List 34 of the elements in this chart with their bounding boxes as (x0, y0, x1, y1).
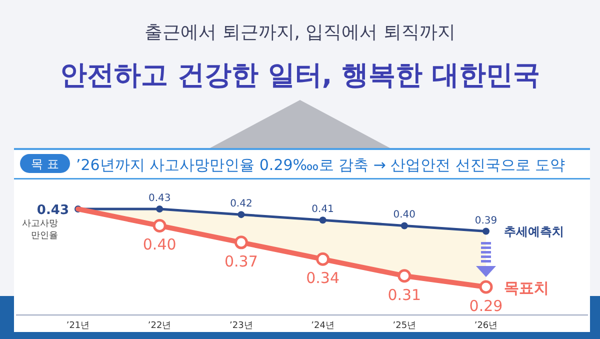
point (398, 269, 412, 283)
point (400, 222, 408, 230)
text: ’26년까지 사고사망만인율 0.29‱로 감축 → 산업안전 선진국으로 도약 (76, 156, 566, 174)
x-tick-label: ’24년 (311, 321, 334, 331)
data-label: 0.40 (393, 210, 416, 221)
point (316, 252, 330, 266)
data-label: 0.43 (36, 203, 69, 218)
x-tick-label: ’26년 (474, 321, 498, 331)
series-label: 추세예측치 (504, 224, 564, 238)
chart-subtitle: 출근에서 퇴근까지, 입직에서 퇴직까지 (144, 22, 456, 43)
chart-title: 안전하고 건강한 일터, 행복한 대한민국 (60, 60, 540, 91)
point (479, 280, 493, 294)
series-label: 목표치 (504, 279, 549, 297)
data-label: 0.42 (230, 198, 252, 210)
point (319, 216, 326, 224)
point (156, 206, 164, 212)
data-label: 0.31 (388, 286, 422, 304)
data-label: 0.40 (142, 236, 176, 254)
data-label: 0.34 (306, 269, 340, 288)
point (152, 218, 166, 232)
x-tick-label: ’22년 (148, 321, 172, 331)
x-tick-label: ’25년 (392, 321, 416, 331)
data-label: 0.29 (469, 297, 503, 315)
x-tick-label: ’23년 (230, 321, 253, 331)
point (482, 228, 490, 235)
x-tick-label: ’21년 (66, 321, 90, 331)
data-label: 0.37 (224, 252, 258, 270)
point (234, 236, 248, 250)
data-label: 0.43 (148, 193, 171, 204)
point (238, 211, 245, 218)
data-label: 0.39 (474, 215, 498, 226)
y-axis-title: 사고사망 만인율 (22, 219, 58, 241)
data-label: 0.41 (312, 204, 334, 216)
text: 목 표 (31, 157, 59, 171)
